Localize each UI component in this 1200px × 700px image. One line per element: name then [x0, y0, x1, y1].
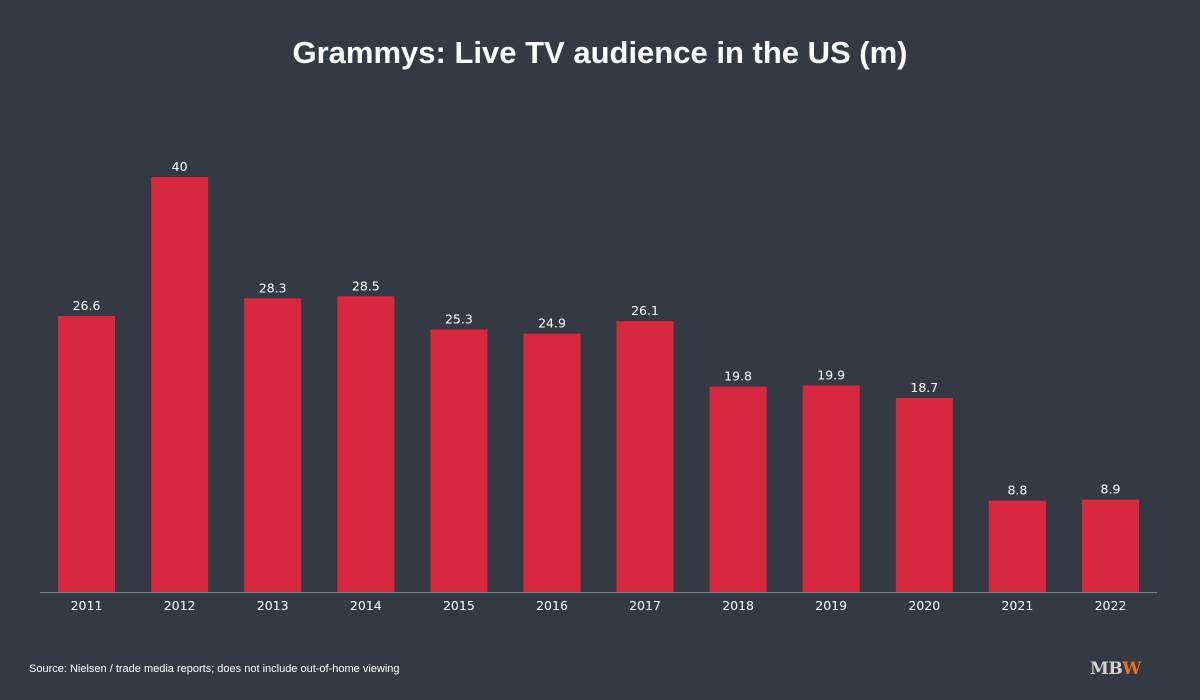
- x-tick-2020: 2020: [908, 598, 940, 613]
- brand-logo-accent: W: [1122, 659, 1141, 679]
- x-tick-2019: 2019: [815, 598, 847, 613]
- bar-2018: [709, 386, 767, 592]
- bar-2012: [151, 177, 209, 592]
- data-label-2015: 25.3: [445, 312, 473, 327]
- bar-2017: [616, 321, 674, 592]
- bar-2014: [337, 296, 395, 592]
- x-tick-2021: 2021: [1001, 598, 1033, 613]
- x-tick-2022: 2022: [1095, 598, 1127, 613]
- brand-logo: MBW: [1090, 659, 1141, 679]
- source-note: Source: Nielsen / trade media reports; d…: [29, 663, 400, 675]
- x-tick-2016: 2016: [536, 598, 568, 613]
- data-label-2021: 8.8: [1007, 483, 1027, 498]
- bar-2015: [430, 329, 488, 592]
- data-label-2017: 26.1: [631, 303, 659, 318]
- bar-2020: [895, 398, 953, 592]
- data-label-2018: 19.8: [724, 369, 752, 384]
- x-tick-2013: 2013: [257, 598, 289, 613]
- x-tick-2017: 2017: [629, 598, 661, 613]
- data-label-2016: 24.9: [538, 316, 566, 331]
- bar-2013: [244, 298, 302, 592]
- x-tick-2011: 2011: [71, 598, 103, 613]
- x-tick-2015: 2015: [443, 598, 475, 613]
- bar-2021: [988, 500, 1046, 592]
- x-tick-labels-layer: 2011 2012 2013 2014 2015 2016 2017 2018 2019 2020…: [71, 598, 1127, 613]
- data-label-2020: 18.7: [910, 380, 938, 395]
- x-tick-2014: 2014: [350, 598, 382, 613]
- data-label-2014: 28.5: [352, 278, 380, 293]
- data-label-2013: 28.3: [259, 280, 287, 295]
- data-label-2012: 40: [172, 159, 188, 174]
- bar-2016: [523, 333, 581, 592]
- bars-layer: [58, 177, 1139, 592]
- x-tick-2018: 2018: [722, 598, 754, 613]
- data-label-2022: 8.9: [1101, 482, 1121, 497]
- x-tick-2012: 2012: [164, 598, 196, 613]
- data-labels-layer: 26.6 40 28.3 28.5 25.3 24.9 26.1 19.8 19.9 18.7 8.…: [73, 159, 1121, 498]
- bar-2019: [802, 385, 860, 592]
- bar-2011: [58, 316, 115, 592]
- data-label-2019: 19.9: [817, 368, 845, 383]
- data-label-2011: 26.6: [73, 298, 101, 313]
- brand-logo-main: MB: [1090, 659, 1123, 679]
- bar-2022: [1082, 499, 1139, 592]
- chart-title: Grammys: Live TV audience in the US (m): [292, 35, 908, 70]
